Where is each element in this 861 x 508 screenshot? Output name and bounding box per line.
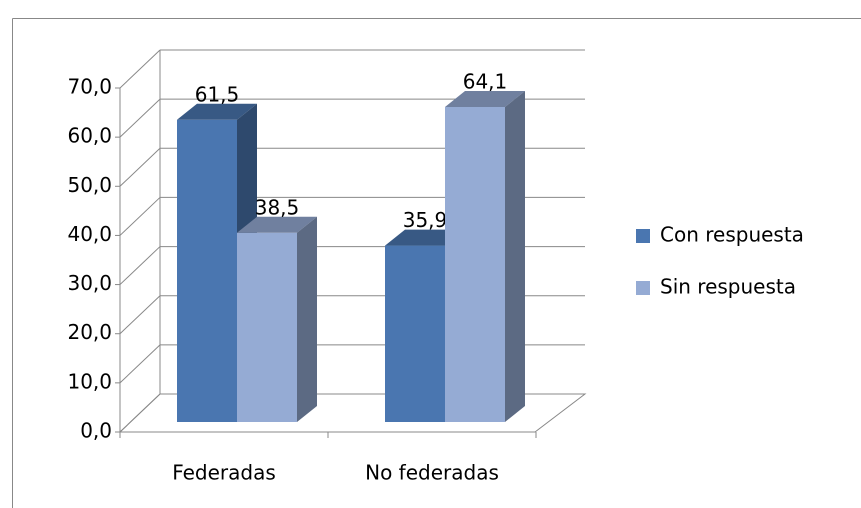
bar [237,216,317,422]
grid-line [119,344,161,384]
grid-line [119,246,161,285]
data-label: 38,5 [255,195,300,219]
bar-front [385,245,445,422]
grid-line [119,295,161,335]
y-tick-label: 10,0 [67,369,112,393]
legend-swatch [636,229,650,243]
bar-front [237,232,297,422]
y-tick-label: 40,0 [67,222,112,246]
data-label: 35,9 [403,208,448,232]
bar-top [177,103,257,120]
y-tick-label: 70,0 [67,75,112,99]
grid-line [119,49,161,89]
bar-side [505,90,525,422]
legend-swatch [636,281,650,295]
legend-label: Sin respuesta [660,275,796,299]
grid-line [119,393,161,433]
grid-line [119,197,161,236]
x-tick-label: Federadas [172,461,276,485]
data-label: 61,5 [195,82,240,106]
y-tick-label: 20,0 [67,320,112,344]
bar-front [445,106,505,422]
x-tick-label: No federadas [365,461,499,485]
y-tick-label: 30,0 [67,271,112,295]
y-tick-label: 0,0 [80,419,112,443]
bar-top [445,90,525,107]
grid-line [119,98,161,138]
bar-front [177,119,237,423]
y-tick-label: 60,0 [67,124,112,148]
bar-top [237,216,317,233]
data-label: 64,1 [463,69,508,93]
legend-label: Con respuesta [660,223,804,247]
grid-line [119,147,161,187]
bar-side [297,216,317,422]
y-tick-label: 50,0 [67,173,112,197]
bar [445,90,525,422]
